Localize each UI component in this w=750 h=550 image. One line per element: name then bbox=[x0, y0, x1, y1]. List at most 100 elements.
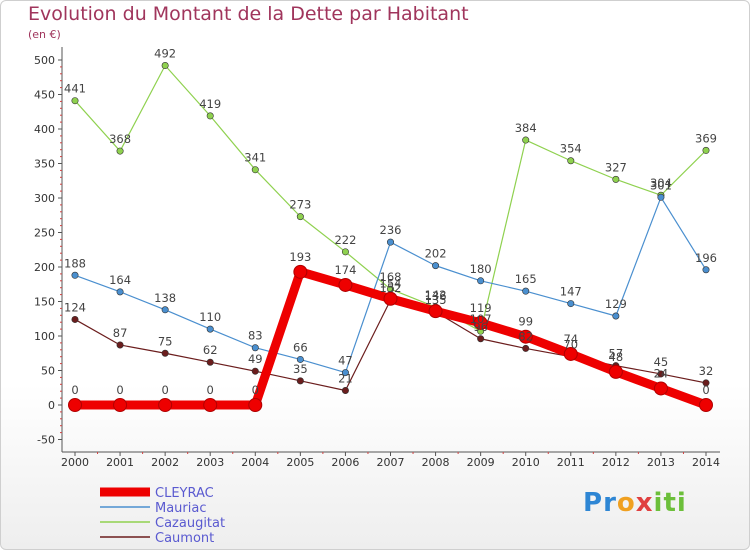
data-label-caumont: 124 bbox=[64, 300, 86, 314]
data-point-cleyrac bbox=[608, 364, 623, 379]
data-label-cleyrac: 0 bbox=[207, 383, 214, 397]
data-point-mauriac bbox=[386, 238, 394, 246]
data-point-cleyrac bbox=[338, 277, 353, 292]
data-label-cazaugitat: 273 bbox=[289, 198, 311, 212]
x-tick-label: 2007 bbox=[377, 456, 405, 469]
data-label-cleyrac: 0 bbox=[161, 383, 168, 397]
data-label-cleyrac: 0 bbox=[702, 383, 709, 397]
data-point-caumont bbox=[71, 315, 79, 323]
data-label-cazaugitat: 369 bbox=[695, 131, 717, 145]
y-tick-label: 500 bbox=[34, 54, 55, 67]
data-label-caumont: 82 bbox=[518, 329, 533, 343]
data-point-caumont bbox=[116, 341, 124, 349]
logo-letter: o bbox=[616, 488, 636, 518]
data-point-mauriac bbox=[161, 306, 169, 314]
x-tick-label: 2006 bbox=[331, 456, 359, 469]
data-label-cazaugitat: 354 bbox=[560, 142, 582, 156]
data-point-cleyrac bbox=[248, 398, 263, 412]
series-layer bbox=[68, 62, 713, 412]
data-label-caumont: 62 bbox=[203, 343, 218, 357]
data-label-caumont: 21 bbox=[338, 372, 353, 386]
data-label-caumont: 87 bbox=[113, 326, 128, 340]
data-point-caumont bbox=[702, 379, 710, 387]
data-label-cleyrac: 136 bbox=[425, 289, 447, 303]
data-label-mauriac: 165 bbox=[515, 272, 537, 286]
legend-label-caumont: Caumont bbox=[155, 531, 214, 546]
data-label-cleyrac: 0 bbox=[252, 383, 259, 397]
data-point-cleyrac bbox=[473, 315, 488, 330]
y-tick-label: 450 bbox=[34, 89, 55, 102]
data-point-mauriac bbox=[432, 262, 440, 270]
data-label-mauriac: 188 bbox=[64, 256, 86, 270]
data-label-mauriac: 301 bbox=[650, 178, 672, 192]
data-label-cazaugitat: 368 bbox=[109, 132, 131, 146]
data-point-cleyrac bbox=[518, 329, 533, 344]
logo-letter: x bbox=[635, 488, 654, 518]
data-label-mauriac: 83 bbox=[248, 329, 263, 343]
data-point-mauriac bbox=[522, 287, 530, 295]
data-point-cleyrac bbox=[383, 291, 398, 306]
data-label-caumont: 32 bbox=[699, 364, 714, 378]
logo-letter: P bbox=[583, 488, 604, 518]
proxiti-logo: Proxiti bbox=[583, 488, 687, 518]
data-point-cleyrac bbox=[158, 398, 173, 412]
data-label-caumont: 35 bbox=[293, 362, 308, 376]
data-label-caumont: 49 bbox=[248, 352, 263, 366]
data-label-cazaugitat: 492 bbox=[154, 47, 176, 61]
data-label-caumont: 96 bbox=[473, 320, 488, 334]
data-label-caumont: 45 bbox=[654, 355, 669, 369]
data-label-mauriac: 180 bbox=[470, 262, 492, 276]
data-label-cazaugitat: 304 bbox=[650, 176, 672, 190]
data-point-mauriac bbox=[341, 369, 349, 377]
data-point-cleyrac bbox=[563, 346, 578, 361]
y-tick-label: 300 bbox=[34, 192, 55, 205]
data-point-cazaugitat bbox=[341, 248, 349, 256]
data-label-cazaugitat: 168 bbox=[380, 270, 402, 284]
data-point-cleyrac bbox=[113, 398, 128, 412]
data-label-mauriac: 110 bbox=[199, 310, 221, 324]
chart-subtitle: (en €) bbox=[28, 28, 61, 41]
data-point-cazaugitat bbox=[116, 147, 124, 155]
legend-label-cazaugitat: Cazaugitat bbox=[155, 516, 225, 531]
data-label-cleyrac: 154 bbox=[380, 277, 402, 291]
x-tick-label: 2009 bbox=[467, 456, 495, 469]
data-label-cleyrac: 99 bbox=[518, 315, 533, 329]
y-tick-label: 50 bbox=[41, 365, 55, 378]
y-tick-label: 350 bbox=[34, 158, 55, 171]
data-point-mauriac bbox=[206, 325, 214, 333]
data-point-caumont bbox=[206, 358, 214, 366]
data-label-cleyrac: 74 bbox=[563, 332, 578, 346]
x-tick-label: 2002 bbox=[151, 456, 179, 469]
data-label-mauriac: 164 bbox=[109, 273, 131, 287]
data-point-caumont bbox=[657, 370, 665, 378]
data-label-cazaugitat: 341 bbox=[244, 151, 266, 165]
data-label-caumont: 57 bbox=[609, 347, 624, 361]
y-tick-label: 400 bbox=[34, 123, 55, 136]
y-tick-label: 0 bbox=[48, 399, 55, 412]
y-tick-label: 200 bbox=[34, 261, 55, 274]
data-point-mauriac bbox=[657, 193, 665, 201]
data-point-caumont bbox=[296, 377, 304, 385]
data-label-cleyrac: 24 bbox=[654, 366, 669, 380]
y-tick-label: 100 bbox=[34, 330, 55, 343]
data-point-cleyrac bbox=[203, 398, 218, 412]
data-label-cazaugitat: 419 bbox=[199, 97, 221, 111]
data-label-caumont: 135 bbox=[425, 293, 447, 307]
data-point-cleyrac bbox=[428, 304, 443, 319]
data-point-mauriac bbox=[702, 266, 710, 274]
logo-letter: i bbox=[676, 488, 687, 518]
data-label-mauriac: 202 bbox=[425, 247, 447, 261]
data-label-cleyrac: 48 bbox=[609, 350, 624, 364]
data-point-mauriac bbox=[612, 312, 620, 320]
x-tick-label: 2008 bbox=[422, 456, 450, 469]
data-point-cleyrac bbox=[68, 398, 82, 412]
data-point-cazaugitat bbox=[612, 175, 620, 183]
data-point-caumont bbox=[477, 335, 485, 343]
data-point-mauriac bbox=[567, 300, 575, 308]
legend-label-cleyrac: CLEYRAC bbox=[155, 486, 214, 501]
logo-letter: i bbox=[653, 488, 664, 518]
data-point-cleyrac bbox=[653, 381, 668, 396]
data-point-cleyrac bbox=[293, 264, 308, 279]
chart-title: Evolution du Montant de la Dette par Hab… bbox=[28, 3, 469, 25]
